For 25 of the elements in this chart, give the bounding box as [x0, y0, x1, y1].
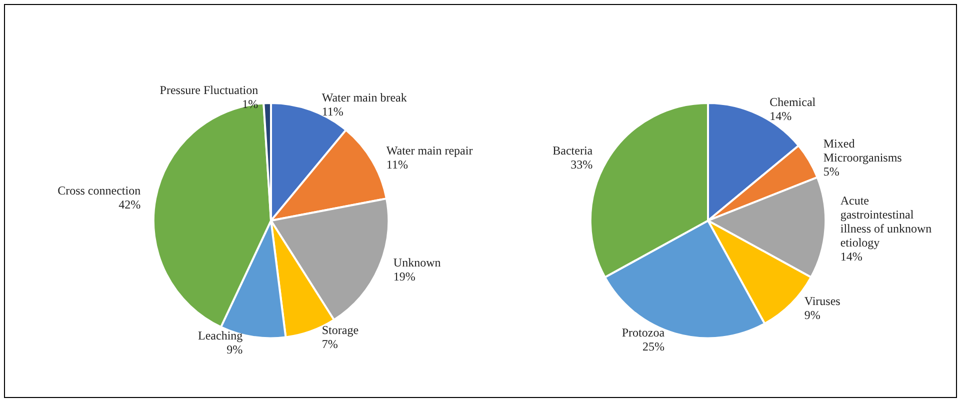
data-label: 42% [118, 197, 141, 212]
data-label: 14% [770, 108, 792, 123]
data-label: 19% [393, 270, 416, 284]
slice-label: Chemical [770, 94, 816, 109]
slice-label: Viruses [804, 294, 841, 308]
slice-label: Pressure Fluctuation [160, 83, 258, 98]
data-label: 33% [570, 158, 593, 172]
data-label: 14% [840, 249, 862, 264]
data-label: 11% [322, 104, 344, 118]
slice-label: Acute gastrointestinal illness of unknown etiology [840, 193, 935, 250]
data-label: 9% [226, 342, 243, 357]
slice-label: Cross connection [58, 183, 141, 198]
slice-label: Storage [322, 322, 359, 337]
slice-label: Leaching [198, 328, 243, 343]
slice-label: Water main break [322, 90, 407, 104]
data-label: 11% [386, 158, 408, 172]
slice-label: Protozoa [622, 325, 666, 340]
data-label: 7% [322, 336, 338, 351]
data-label: 9% [804, 308, 820, 322]
slice-label: Mixed Microorganisms [823, 136, 902, 165]
slice-label: Bacteria [552, 144, 594, 158]
data-label: 5% [823, 164, 840, 179]
data-label: 25% [642, 339, 665, 354]
slice-label: Unknown [393, 256, 441, 270]
slice-label: Water main repair [386, 144, 473, 158]
